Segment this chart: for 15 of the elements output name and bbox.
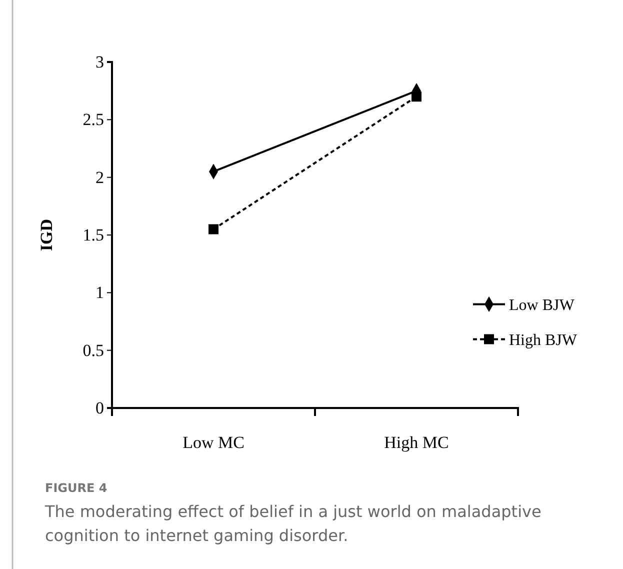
text: FIGURE 4	[45, 481, 108, 495]
text: The moderating effect of belief in a just world on maladaptive cognition to internet gaming disorder.	[44, 502, 542, 545]
y-axis-title: IGD	[37, 218, 56, 252]
legend-label: Low BJW	[509, 297, 576, 314]
y-tick-label: 1	[96, 283, 104, 302]
y-tick-label: 0	[96, 398, 104, 418]
y-tick-label: 0.5	[82, 340, 104, 360]
point	[208, 224, 218, 234]
x-tick-label: High MC	[384, 433, 449, 452]
y-tick-label: 1.5	[82, 225, 104, 244]
y-tick-label: 2.5	[82, 110, 104, 130]
legend-label: High BJW	[509, 332, 578, 350]
y-tick-label: 3	[96, 52, 104, 72]
y-tick-label: 2	[96, 168, 104, 187]
x-tick-label: Low MC	[182, 433, 244, 452]
